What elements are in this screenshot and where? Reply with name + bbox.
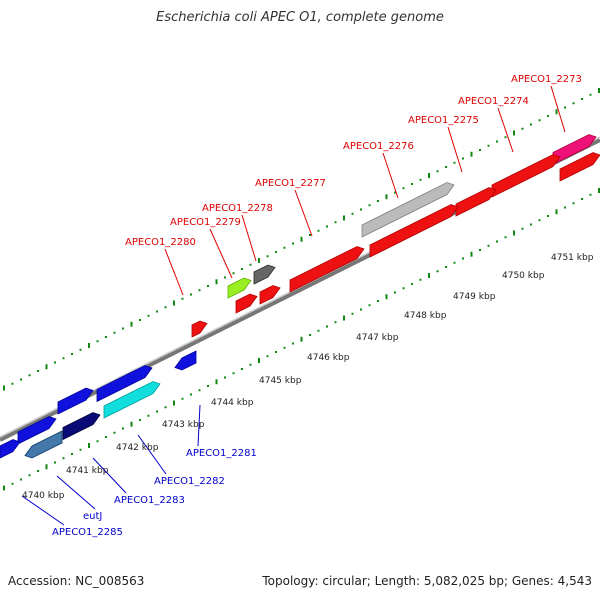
- scale-label: 4744 kbp: [211, 398, 254, 408]
- gene-arrow-apeco1-2282: [103, 381, 161, 419]
- gene-label-reverse: APECO1_2283: [114, 495, 185, 506]
- leader-line: [550, 85, 566, 133]
- gene-arrow-apeco1-2276: [369, 204, 459, 258]
- gene-arrow-small-red-2: [235, 293, 258, 314]
- gene-arrow-apeco1-2277: [289, 246, 365, 293]
- gene-label-forward: APECO1_2274: [458, 96, 529, 107]
- gene-label-reverse: eutJ: [83, 511, 102, 522]
- scale-labels: 4740 kbp 4741 kbp 4742 kbp 4743 kbp 4744 kbp…: [22, 253, 594, 501]
- leader-line: [382, 152, 399, 199]
- gene-label-forward: APECO1_2273: [511, 74, 582, 85]
- scale-label: 4741 kbp: [66, 466, 109, 476]
- leader-line: [197, 404, 201, 447]
- gene-arrow-blue-mid: [57, 387, 94, 415]
- leader-line: [294, 189, 313, 237]
- leader-line: [92, 457, 127, 494]
- gene-arrow-apeco1-2281: [174, 350, 197, 371]
- gene-label-reverse: APECO1_2285: [52, 527, 123, 538]
- gene-arrow-eutj: [24, 430, 63, 459]
- scale-label: 4742 kbp: [116, 443, 159, 453]
- accession-text: Accession: NC_008563: [8, 574, 145, 588]
- gene-arrow-apeco1-2280: [191, 320, 208, 338]
- gene-label-reverse: APECO1_2281: [186, 448, 257, 459]
- gene-label-forward: APECO1_2276: [343, 141, 414, 152]
- gene-arrow-apeco1-2279: [227, 277, 252, 299]
- scale-label: 4740 kbp: [22, 491, 65, 501]
- scale-label: 4747 kbp: [356, 333, 399, 343]
- gene-arrow-apeco1-2275: [455, 187, 497, 217]
- gene-label-forward: APECO1_2277: [255, 178, 326, 189]
- gene-arrow-grey: [361, 182, 455, 238]
- gene-arrow-apeco1-2278: [253, 264, 276, 285]
- gene-label-forward: APECO1_2279: [170, 217, 241, 228]
- leader-line: [209, 228, 233, 279]
- gene-label-forward: APECO1_2275: [408, 115, 479, 126]
- scale-label: 4749 kbp: [453, 292, 496, 302]
- scale-label: 4745 kbp: [259, 376, 302, 386]
- scale-label: 4743 kbp: [162, 420, 205, 430]
- gene-labels: APECO1_2273 APECO1_2274 APECO1_2275 APECO1_…: [52, 74, 582, 538]
- map-title: Escherichia coli APEC O1, complete genom…: [156, 10, 444, 25]
- gene-arrow-apeco1-2274: [491, 154, 561, 198]
- leader-line: [241, 214, 257, 262]
- gene-label-forward: APECO1_2278: [202, 203, 273, 214]
- leader-line: [164, 248, 184, 296]
- gene-arrow-apeco1-2283: [62, 412, 101, 441]
- leader-line: [497, 107, 514, 153]
- gene-arrow-apeco1-2285: [0, 439, 21, 459]
- scale-label: 4750 kbp: [502, 271, 545, 281]
- leader-line: [56, 475, 96, 510]
- leader-line: [447, 126, 463, 173]
- gene-features: [0, 134, 600, 459]
- scale-label: 4748 kbp: [404, 311, 447, 321]
- label-leader-lines: [21, 85, 566, 526]
- gene-arrow-apeco1-2274b: [559, 152, 600, 182]
- gene-arrow-small-red-1: [259, 285, 281, 305]
- scale-label: 4746 kbp: [307, 353, 350, 363]
- leader-line: [21, 495, 65, 526]
- scale-label: 4751 kbp: [551, 253, 594, 263]
- tick-marks: [3, 88, 600, 491]
- gene-label-reverse: APECO1_2282: [154, 476, 225, 487]
- gene-label-forward: APECO1_2280: [125, 237, 196, 248]
- genome-summary-text: Topology: circular; Length: 5,082,025 bp…: [262, 574, 592, 588]
- leader-line: [137, 434, 167, 475]
- gene-arrow-blue-large: [96, 365, 153, 403]
